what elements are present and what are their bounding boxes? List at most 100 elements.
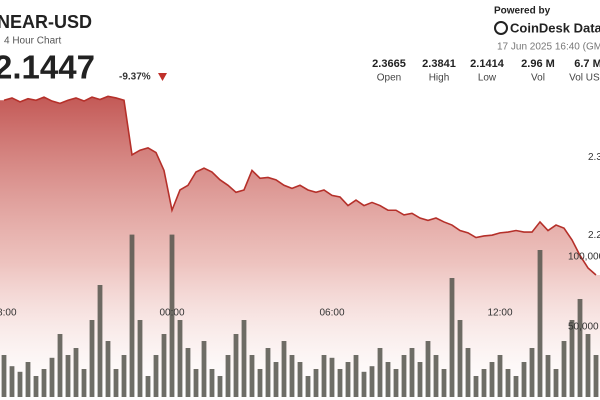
volume-bar	[265, 348, 271, 397]
volume-bar	[289, 355, 295, 397]
x-tick-label: 12:00	[487, 308, 512, 319]
change: -9.37%	[119, 72, 151, 83]
volume-bar	[121, 355, 127, 397]
volume-bar	[521, 362, 527, 397]
volume-bar	[97, 285, 103, 397]
volume-bar	[273, 362, 279, 397]
volume-bar	[65, 355, 71, 397]
volume-bar	[233, 334, 239, 397]
volume-bar	[257, 369, 263, 397]
volume-bar	[321, 355, 327, 397]
volume-bar	[129, 234, 135, 397]
volume-bar	[185, 348, 191, 397]
volume-bar	[393, 369, 399, 397]
volume-bar	[545, 355, 551, 397]
x-tick-label: 00:00	[159, 308, 184, 319]
stat-value: 6.7 M	[574, 58, 600, 70]
symbol: NEAR-USD	[0, 12, 92, 32]
volume-bar	[401, 355, 407, 397]
volume-bar	[385, 362, 391, 397]
stat-label: Vol	[531, 73, 545, 84]
stat-value: 2.3665	[372, 58, 406, 70]
volume-bar	[465, 348, 471, 397]
volume-bar	[217, 376, 223, 397]
volume-bar	[313, 369, 319, 397]
volume-bar	[561, 341, 567, 397]
volume-bar	[577, 299, 583, 397]
volume-bar	[513, 376, 519, 397]
volume-bar	[441, 369, 447, 397]
volume-bar	[297, 362, 303, 397]
brand-logo	[494, 21, 508, 35]
volume-bar	[33, 376, 39, 397]
volume-bar	[593, 355, 599, 397]
stat-value: 2.3841	[422, 58, 456, 70]
volume-bar	[345, 362, 351, 397]
volume-bar	[105, 341, 111, 397]
volume-bar	[417, 362, 423, 397]
volume-bar	[409, 348, 415, 397]
volume-bar	[153, 355, 159, 397]
stat-label: Vol USD	[569, 73, 600, 84]
volume-bar	[9, 366, 15, 397]
timestamp: 17 Jun 2025 16:40 (GMT)	[497, 42, 600, 53]
volume-bar	[529, 348, 535, 397]
volume-bar	[249, 355, 255, 397]
down-arrow	[158, 73, 167, 81]
volume-bar	[201, 341, 207, 397]
volume-bar	[281, 341, 287, 397]
stat-label: High	[429, 73, 450, 84]
volume-bar	[377, 348, 383, 397]
volume-bar	[481, 369, 487, 397]
volume-bar	[1, 355, 7, 397]
volume-bar	[497, 355, 503, 397]
volume-bar	[137, 320, 143, 397]
stat-label: Low	[478, 73, 497, 84]
volume-bar	[457, 320, 463, 397]
y2-tick-label: 50,000	[568, 322, 599, 333]
powered-by: Powered by	[494, 6, 551, 17]
volume-bar	[225, 355, 231, 397]
y-tick-label: 2.2	[588, 230, 600, 241]
stat-value: 2.96 M	[521, 58, 555, 70]
volume-bar	[169, 234, 175, 397]
volume-bar	[329, 357, 335, 397]
volume-bar	[353, 355, 359, 397]
price-line	[3, 95, 597, 276]
volume-bar	[361, 371, 367, 397]
volume-bar	[305, 376, 311, 397]
volume-bar	[81, 369, 87, 397]
volume-bar	[113, 369, 119, 397]
volume-bar	[49, 357, 55, 397]
volume-bar	[505, 369, 511, 397]
volume-bar	[177, 320, 183, 397]
volume-bar	[241, 320, 247, 397]
volume-bar	[209, 369, 215, 397]
x-tick-label: 18:00	[0, 308, 17, 319]
volume-bar	[193, 369, 199, 397]
stat-value: 2.1414	[470, 58, 505, 70]
volume-bar	[433, 355, 439, 397]
volume-bar	[425, 341, 431, 397]
volume-bar	[73, 348, 79, 397]
volume-bar	[449, 278, 455, 397]
volume-bar	[369, 366, 375, 397]
subtitle: 4 Hour Chart	[4, 36, 61, 47]
volume-bar	[57, 334, 63, 397]
volume-bar	[337, 369, 343, 397]
x-tick-label: 06:00	[319, 308, 344, 319]
y2-tick-label: 100,000	[568, 252, 600, 263]
volume-bar	[25, 362, 31, 397]
volume-bar	[145, 376, 151, 397]
volume-bar	[473, 376, 479, 397]
volume-bar	[537, 250, 543, 397]
volume-bar	[161, 334, 167, 397]
brand: CoinDesk Data	[510, 20, 600, 35]
volume-bar	[489, 362, 495, 397]
volume-bar	[553, 369, 559, 397]
volume-bar	[41, 369, 47, 397]
header: NEAR-USD 4 Hour Chart 2.1447 -9.37% Powe…	[0, 6, 600, 86]
volume-bar	[89, 320, 95, 397]
